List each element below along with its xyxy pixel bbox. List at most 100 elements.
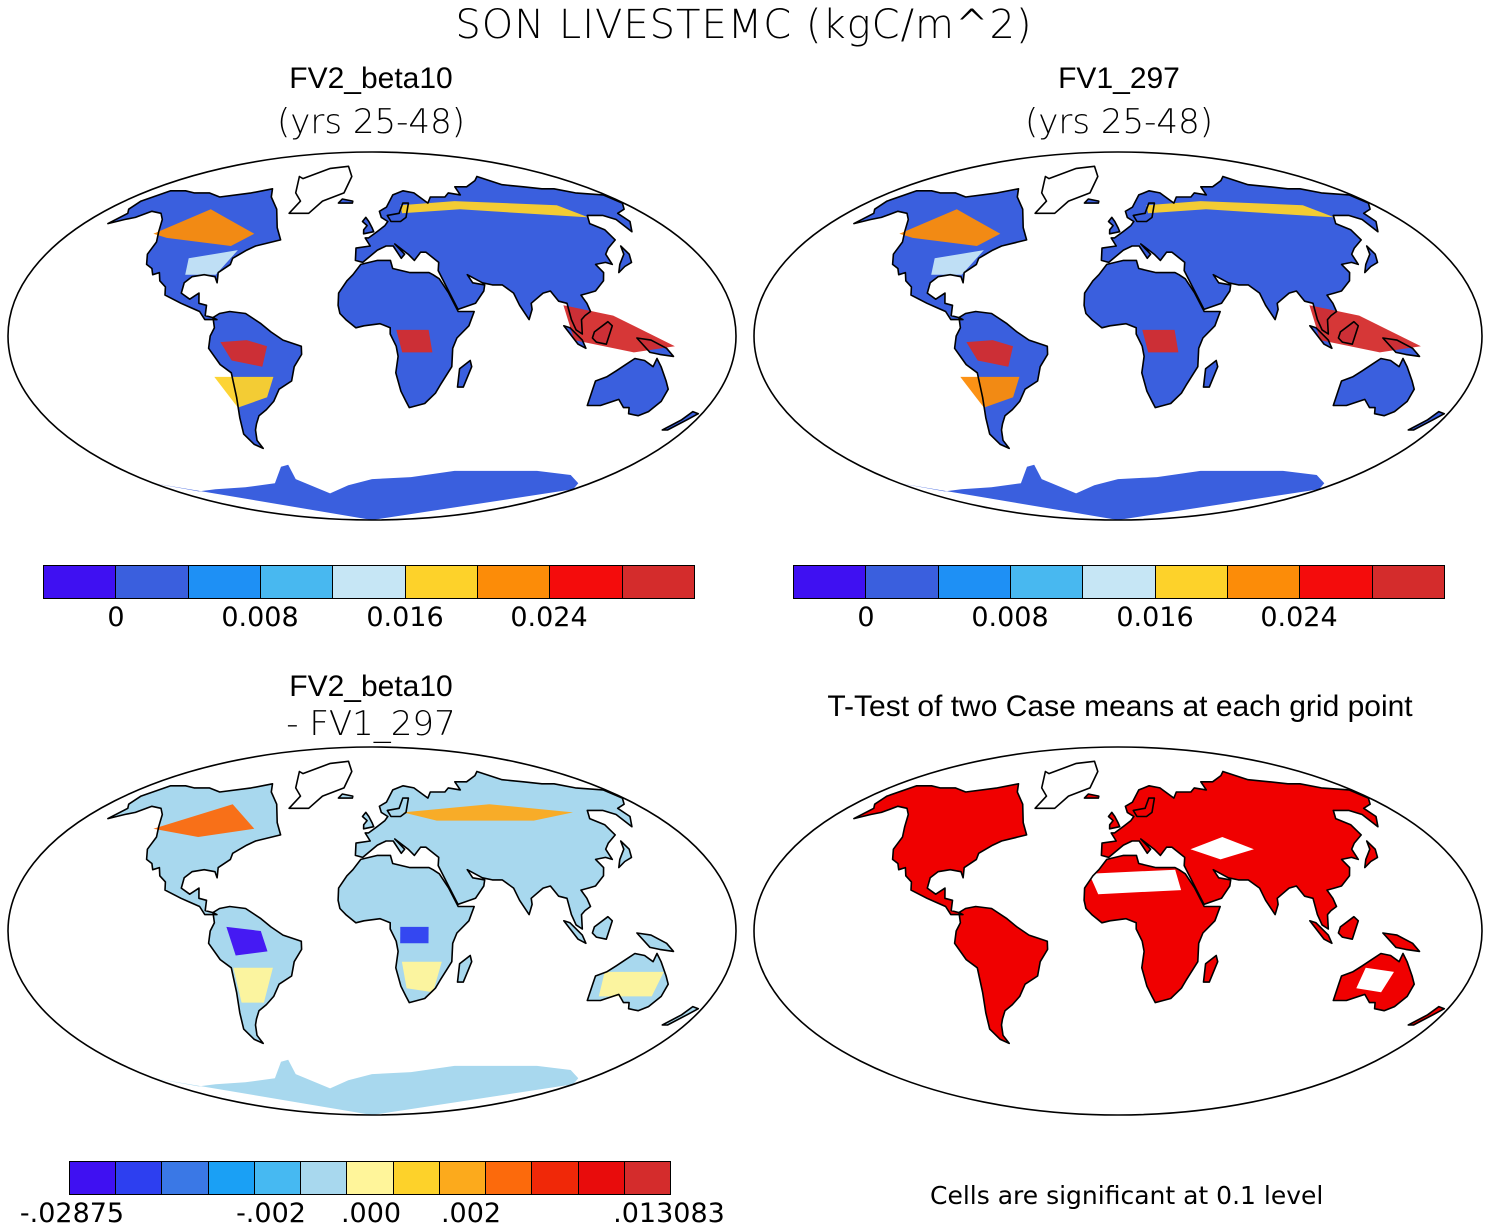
value-region [563, 305, 675, 353]
land-uk [362, 812, 374, 829]
land-uk [1108, 812, 1120, 829]
colorbar [69, 1161, 671, 1195]
coastline [337, 793, 354, 799]
coastline [1337, 915, 1360, 940]
coastline [1364, 840, 1379, 869]
coastline [636, 337, 675, 358]
colorbar-swatch [1372, 566, 1444, 598]
panel-title: T-Test of two Case means at each grid po… [827, 690, 1413, 723]
land-newGuinea [1382, 933, 1420, 952]
coastline [361, 811, 375, 830]
coastline [586, 952, 669, 1012]
colorbar-swatch [162, 1162, 209, 1194]
value-region [185, 250, 238, 275]
colorbar-swatch [70, 1162, 117, 1194]
colorbar-swatch [405, 566, 478, 598]
colorbar-tick-label: .013083 [613, 1198, 725, 1229]
colorbar-tick-label: 0.016 [1116, 602, 1194, 633]
value-region [401, 961, 442, 993]
coastline [618, 840, 633, 869]
panel-title: FV1_297 [1058, 62, 1180, 95]
coastline [288, 165, 353, 215]
coastline [853, 783, 1028, 916]
coastline [1202, 359, 1219, 388]
panel-title: FV2_beta10 [289, 670, 453, 703]
land-japan [618, 246, 632, 273]
colorbar-swatch [393, 1162, 440, 1194]
world-map [753, 151, 1483, 521]
value-region [400, 926, 429, 944]
colorbar-swatch [1227, 566, 1301, 598]
colorbar-tick-label: -.02875 [19, 1198, 125, 1229]
world-map [753, 746, 1483, 1116]
colorbar-swatch [550, 566, 623, 598]
land-northAmerica [107, 188, 281, 320]
colorbar [43, 565, 695, 599]
coastline [386, 797, 410, 818]
colorbar-tick-label: 0.008 [221, 602, 299, 633]
colorbar-swatch [486, 1162, 533, 1194]
coastline [853, 188, 1028, 321]
significance-note: Cells are significant at 0.1 level [930, 1181, 1324, 1210]
coastline [1083, 854, 1221, 1004]
coastline [1034, 165, 1099, 215]
coastline [1132, 797, 1156, 818]
coastline [563, 325, 587, 350]
panel-title: FV2_beta10 [289, 62, 453, 95]
land-australia [1333, 358, 1415, 416]
coastline [661, 1005, 700, 1026]
coastline [618, 245, 633, 274]
coastline [636, 932, 675, 953]
colorbar-tick-label: 0.008 [971, 602, 1049, 633]
panel-subtitle: (yrs 25-48) [277, 102, 465, 142]
value-region [402, 804, 573, 821]
value-region [396, 329, 433, 353]
coastline [1100, 175, 1379, 335]
colorbar-swatch [254, 1162, 302, 1194]
land-madagascar [457, 955, 472, 983]
land-scandinaviaSea [1133, 798, 1155, 817]
colorbar-swatch [44, 566, 117, 598]
value-region [966, 340, 1013, 367]
value-region [598, 971, 664, 997]
land-northAmerica [853, 783, 1027, 915]
coastline [456, 954, 473, 983]
colorbar-swatch [439, 1162, 487, 1194]
colorbar-swatch [578, 1162, 625, 1194]
value-region [153, 804, 255, 837]
colorbar-tick-label: 0.016 [366, 602, 444, 633]
land-antarctica [153, 1059, 579, 1115]
colorbar-swatch [938, 566, 1011, 598]
colorbar-swatch [866, 566, 939, 598]
coastline [1337, 320, 1360, 345]
nonsignificant-region [1089, 869, 1182, 895]
coastline [591, 915, 614, 940]
coastline [1083, 198, 1100, 204]
land-sumatra [1309, 920, 1332, 944]
panel-subtitle: (yrs 25-48) [1025, 102, 1213, 142]
nonsignificant-region [1190, 837, 1254, 860]
land-newGuinea [636, 933, 674, 952]
colorbar-tick-label: 0 [107, 602, 125, 633]
coastline [1407, 1005, 1446, 1026]
value-region [931, 250, 984, 275]
world-map [7, 746, 737, 1116]
land-sumatra [563, 920, 586, 944]
coastline [1382, 337, 1421, 358]
value-region [220, 340, 267, 367]
value-region [400, 201, 589, 218]
coastline [953, 905, 1049, 1045]
colorbar-swatch [624, 1162, 671, 1194]
land-japan [618, 841, 632, 868]
coastline [107, 783, 282, 916]
colorbar-tick-label: -.002 [236, 1198, 306, 1229]
colorbar-swatch [622, 566, 694, 598]
land-southAmerica [954, 906, 1048, 1044]
colorbar-tick-label: 0 [857, 602, 875, 633]
coastline [386, 202, 410, 223]
land-eurasia [1101, 176, 1378, 334]
map-border [753, 746, 1483, 1116]
colorbar-tick-label: 0.024 [1260, 602, 1338, 633]
land-uk [1108, 217, 1120, 234]
value-region [153, 209, 255, 246]
